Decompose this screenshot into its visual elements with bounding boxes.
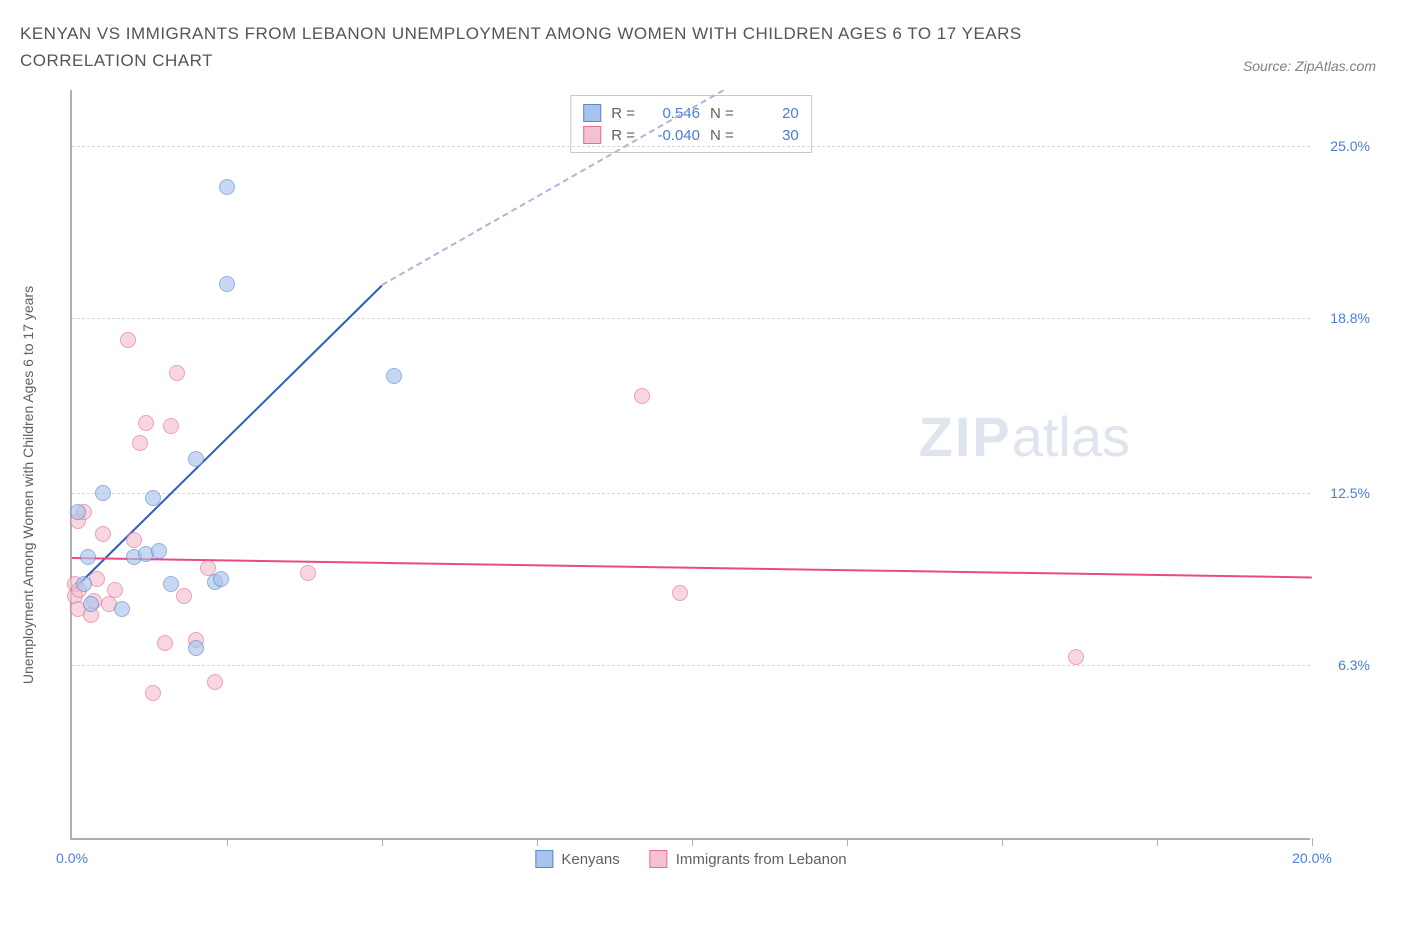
n-value-kenyans: 20 — [744, 105, 799, 122]
data-point-kenyans — [163, 576, 179, 592]
data-point-lebanon — [300, 565, 316, 581]
watermark: ZIPatlas — [919, 404, 1130, 469]
y-tick-label: 25.0% — [1330, 138, 1370, 154]
data-point-kenyans — [83, 596, 99, 612]
swatch-kenyans — [583, 104, 601, 122]
data-point-lebanon — [163, 418, 179, 434]
data-point-lebanon — [207, 674, 223, 690]
data-point-kenyans — [188, 451, 204, 467]
gridline-h — [72, 318, 1310, 319]
scatter-plot: ZIPatlas R = 0.546 N = 20 R = -0.040 N =… — [70, 90, 1310, 840]
data-point-lebanon — [157, 635, 173, 651]
y-tick-label: 12.5% — [1330, 485, 1370, 501]
x-tick — [537, 838, 538, 846]
data-point-lebanon — [138, 415, 154, 431]
data-point-lebanon — [672, 585, 688, 601]
y-tick-label: 18.8% — [1330, 310, 1370, 326]
data-point-kenyans — [95, 485, 111, 501]
x-tick — [382, 838, 383, 846]
data-point-lebanon — [169, 365, 185, 381]
swatch-lebanon — [583, 126, 601, 144]
x-tick — [1157, 838, 1158, 846]
data-point-lebanon — [126, 532, 142, 548]
legend-swatch-kenyans — [535, 850, 553, 868]
data-point-kenyans — [219, 276, 235, 292]
source-label: Source: ZipAtlas.com — [1243, 58, 1376, 74]
x-tick — [1002, 838, 1003, 846]
data-point-kenyans — [76, 576, 92, 592]
n-value-lebanon: 30 — [744, 127, 799, 144]
data-point-kenyans — [386, 368, 402, 384]
gridline-h — [72, 493, 1310, 494]
data-point-lebanon — [176, 588, 192, 604]
chart-legend: Kenyans Immigrants from Lebanon — [535, 850, 846, 868]
y-axis-label: Unemployment Among Women with Children A… — [20, 286, 36, 684]
data-point-lebanon — [1068, 649, 1084, 665]
data-point-kenyans — [145, 490, 161, 506]
legend-item-lebanon: Immigrants from Lebanon — [650, 850, 847, 868]
data-point-kenyans — [213, 571, 229, 587]
x-tick — [227, 838, 228, 846]
gridline-h — [72, 146, 1310, 147]
stats-row-lebanon: R = -0.040 N = 30 — [583, 124, 799, 146]
legend-item-kenyans: Kenyans — [535, 850, 619, 868]
data-point-kenyans — [219, 179, 235, 195]
x-tick-label: 20.0% — [1292, 850, 1332, 866]
data-point-lebanon — [634, 388, 650, 404]
data-point-lebanon — [132, 435, 148, 451]
data-point-kenyans — [70, 504, 86, 520]
chart-area: Unemployment Among Women with Children A… — [50, 90, 1380, 880]
chart-title: KENYAN VS IMMIGRANTS FROM LEBANON UNEMPL… — [20, 20, 1120, 74]
y-tick-label: 6.3% — [1338, 657, 1370, 673]
data-point-lebanon — [145, 685, 161, 701]
legend-swatch-lebanon — [650, 850, 668, 868]
data-point-lebanon — [95, 526, 111, 542]
data-point-lebanon — [120, 332, 136, 348]
data-point-lebanon — [107, 582, 123, 598]
data-point-kenyans — [114, 601, 130, 617]
data-point-kenyans — [151, 543, 167, 559]
correlation-stats-box: R = 0.546 N = 20 R = -0.040 N = 30 — [570, 95, 812, 153]
stats-row-kenyans: R = 0.546 N = 20 — [583, 102, 799, 124]
data-point-kenyans — [188, 640, 204, 656]
x-tick — [847, 838, 848, 846]
trendline-dash — [382, 90, 724, 286]
x-tick — [1312, 838, 1313, 846]
x-tick-label: 0.0% — [56, 850, 88, 866]
trendline — [71, 285, 382, 592]
gridline-h — [72, 665, 1310, 666]
x-tick — [692, 838, 693, 846]
data-point-kenyans — [80, 549, 96, 565]
trendline — [72, 557, 1312, 578]
